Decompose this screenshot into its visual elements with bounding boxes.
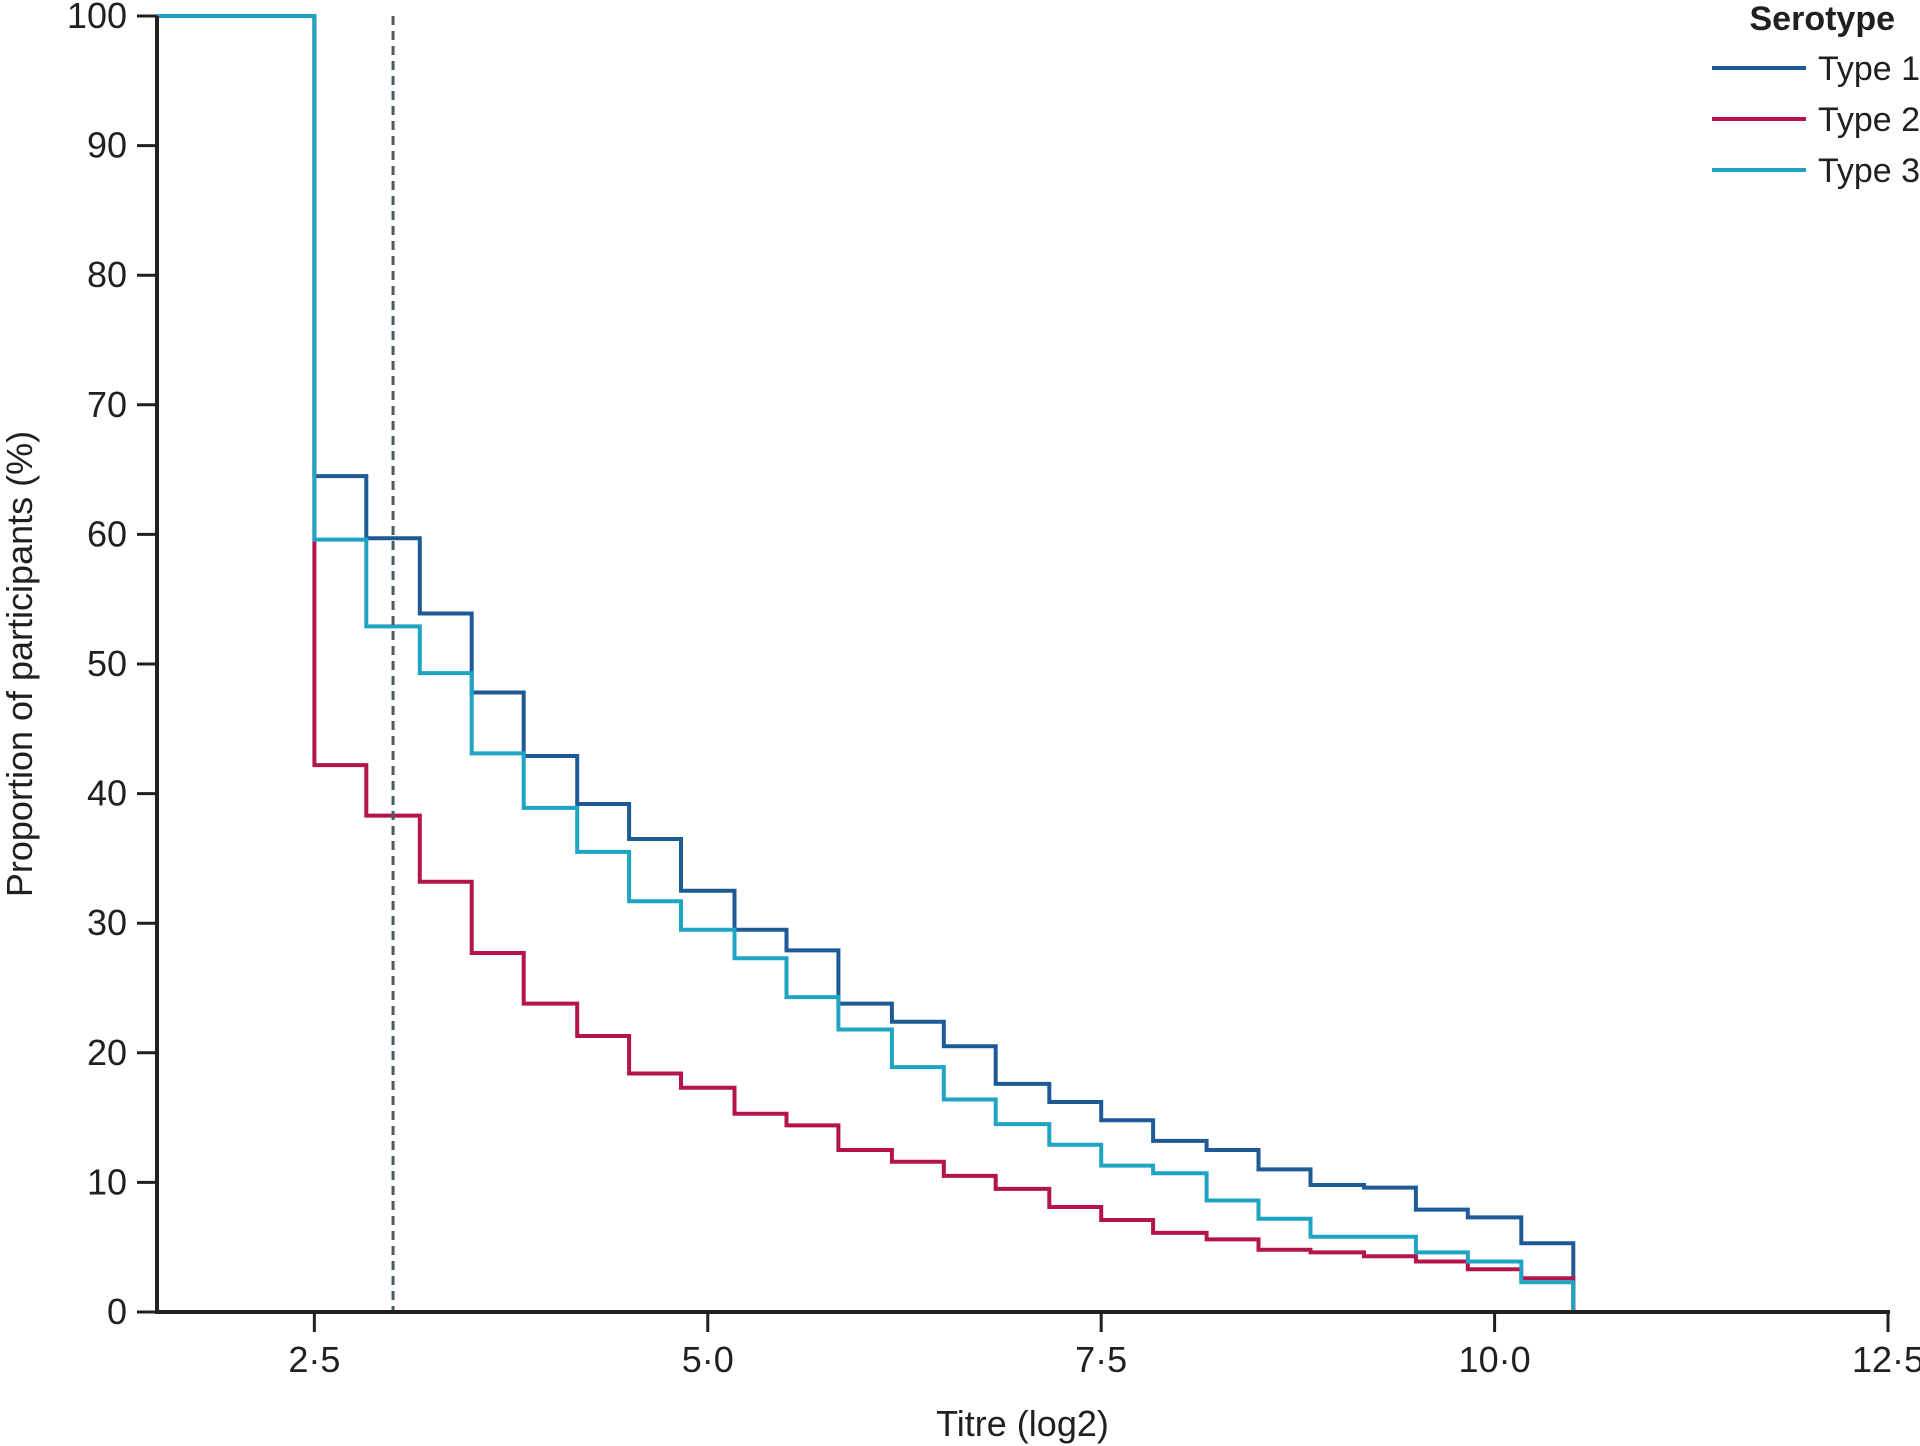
axes-group — [155, 16, 1890, 1314]
x-tick-label: 10·0 — [1459, 1339, 1531, 1380]
legend-label-type-3: Type 3 — [1818, 152, 1920, 190]
y-tick-label: 50 — [87, 643, 127, 684]
y-tick-label: 10 — [87, 1161, 127, 1202]
y-tick-label: 100 — [67, 0, 127, 36]
y-tick-label: 80 — [87, 254, 127, 295]
series-group — [157, 14, 1888, 1314]
legend: Serotype Type 1 Type 2 Type 3 — [1712, 0, 1920, 190]
series-line-type-3 — [157, 14, 1888, 1314]
x-tick-label: 12·5 — [1852, 1339, 1920, 1380]
series-line-type-1 — [157, 14, 1888, 1314]
y-tick-label: 70 — [87, 384, 127, 425]
y-ticks-group: 0 10 20 30 40 50 60 70 80 90 100 — [67, 0, 157, 1332]
legend-title: Serotype — [1750, 0, 1896, 38]
x-axis-title: Titre (log2) — [936, 1403, 1109, 1444]
legend-label-type-1: Type 1 — [1818, 50, 1920, 88]
x-ticks-group: 2·5 5·0 7·5 10·0 12·5 — [288, 1312, 1920, 1380]
y-tick-label: 40 — [87, 773, 127, 814]
series-line-type-2 — [157, 14, 1888, 1314]
x-tick-label: 2·5 — [288, 1339, 340, 1380]
x-tick-label: 7·5 — [1075, 1339, 1127, 1380]
x-tick-label: 5·0 — [682, 1339, 734, 1380]
y-tick-label: 90 — [87, 125, 127, 166]
y-tick-label: 0 — [107, 1291, 127, 1332]
y-axis-title: Proportion of participants (%) — [0, 431, 40, 897]
legend-items: Type 1 Type 2 Type 3 — [1712, 50, 1920, 190]
y-tick-label: 30 — [87, 902, 127, 943]
y-tick-label: 20 — [87, 1032, 127, 1073]
legend-label-type-2: Type 2 — [1818, 101, 1920, 139]
y-tick-label: 60 — [87, 513, 127, 554]
